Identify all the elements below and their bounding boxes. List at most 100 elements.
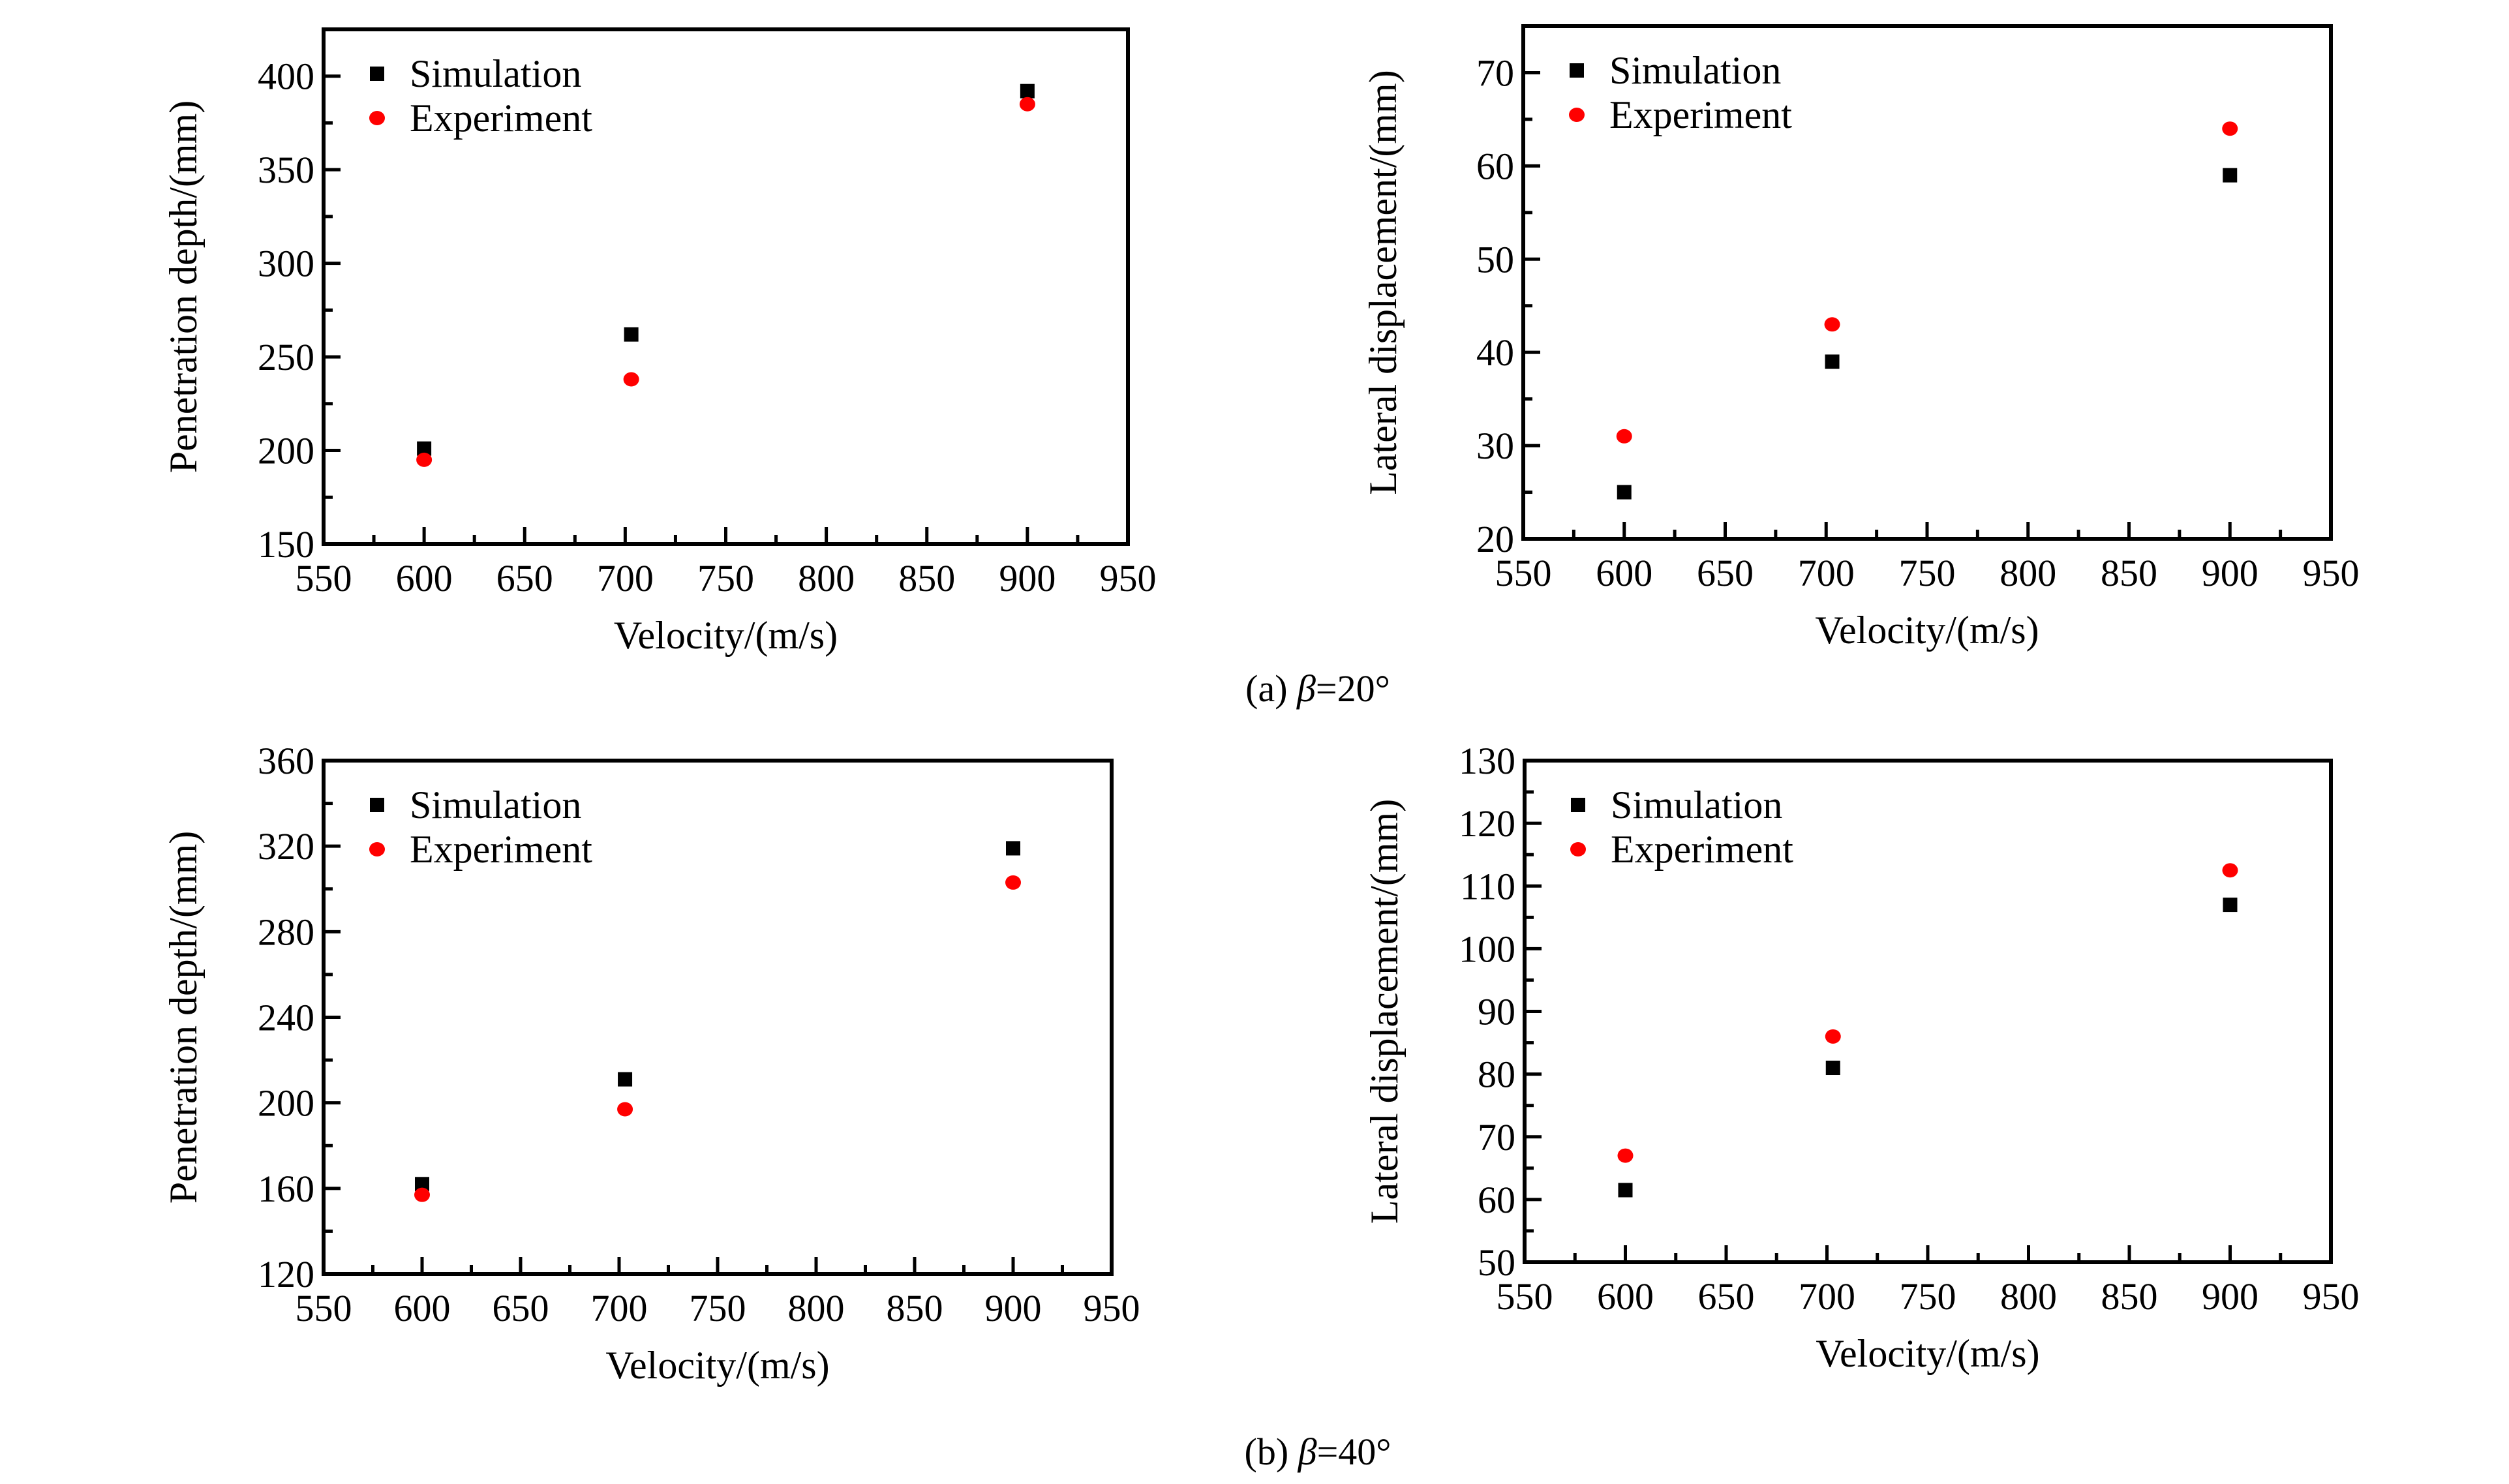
x-tick-label: 800 — [788, 1287, 845, 1329]
chart-a-left: 550 600 650 700 750 800 850 900 950 150 200 250 300 3… — [162, 27, 1157, 657]
x-axis-label: Velocity/(m/s) — [1815, 609, 2039, 652]
y-tick-label: 40 — [1476, 331, 1514, 374]
y-tick-label: 80 — [1478, 1053, 1515, 1096]
data-point-simulation — [1825, 1061, 1840, 1076]
y-tick-label: 120 — [258, 1253, 314, 1295]
legend-marker-experiment — [369, 842, 385, 856]
x-tick-label: 750 — [1899, 552, 1956, 594]
x-tick-label: 750 — [690, 1287, 746, 1329]
data-point-simulation — [618, 1072, 633, 1087]
data-point-experiment — [2222, 863, 2238, 878]
data-point-simulation — [1020, 83, 1035, 98]
x-tick-label: 750 — [697, 557, 754, 599]
data-point-simulation — [1618, 1183, 1633, 1198]
y-tick-label: 110 — [1460, 865, 1515, 907]
y-axis-label: Lateral displacement/(mm) — [1361, 70, 1405, 494]
y-tick-label: 280 — [258, 911, 314, 953]
y-axis-label: Lateral displacement/(mm) — [1363, 799, 1406, 1224]
x-tick-label: 850 — [2101, 552, 2157, 594]
x-tick-label: 700 — [1798, 552, 1855, 594]
data-point-simulation — [1825, 354, 1840, 369]
x-tick-label: 950 — [1100, 557, 1157, 599]
x-tick-label: 800 — [2000, 552, 2056, 594]
x-tick-label: 900 — [2202, 552, 2258, 594]
data-point-experiment — [414, 1187, 430, 1202]
y-tick-label: 20 — [1476, 518, 1514, 560]
x-axis-label: Velocity/(m/s) — [1816, 1332, 2039, 1375]
data-point-experiment — [617, 1102, 633, 1117]
x-tick-label: 950 — [1084, 1287, 1140, 1329]
y-tick-label: 250 — [258, 336, 314, 378]
caption-a: (a) β=20° — [1245, 667, 1390, 710]
data-point-experiment — [2222, 121, 2238, 136]
x-tick-label: 900 — [2202, 1275, 2258, 1318]
x-tick-label: 950 — [2303, 552, 2360, 594]
x-tick-label: 550 — [296, 557, 352, 599]
legend-marker-experiment — [1569, 108, 1585, 122]
x-tick-label: 650 — [496, 557, 553, 599]
data-point-experiment — [1824, 317, 1840, 332]
y-tick-label: 70 — [1476, 52, 1514, 94]
x-axis-label: Velocity/(m/s) — [605, 1344, 829, 1387]
data-point-simulation — [417, 441, 432, 456]
x-tick-label: 950 — [2303, 1275, 2360, 1318]
y-tick-label: 90 — [1478, 991, 1515, 1033]
y-tick-label: 130 — [1459, 740, 1515, 782]
x-tick-label: 600 — [1596, 552, 1652, 594]
y-tick-label: 100 — [1459, 928, 1515, 970]
x-tick-label: 850 — [887, 1287, 943, 1329]
legend-label: Experiment — [410, 97, 592, 140]
x-tick-label: 550 — [296, 1287, 352, 1329]
data-point-simulation — [2223, 898, 2238, 913]
data-point-experiment — [416, 452, 433, 467]
x-tick-label: 600 — [1597, 1275, 1654, 1318]
y-tick-label: 400 — [258, 55, 314, 98]
x-tick-label: 550 — [1495, 552, 1552, 594]
y-tick-label: 200 — [258, 1082, 314, 1125]
data-point-simulation — [1006, 841, 1020, 856]
legend-marker-experiment — [1570, 842, 1586, 856]
data-point-experiment — [1616, 429, 1632, 444]
x-tick-label: 650 — [1697, 552, 1754, 594]
legend-marker-simulation — [370, 798, 384, 812]
chart-a-right: 550 600 650 700 750 800 850 900 950 20 30 40 50 60 70 V… — [1361, 24, 2360, 652]
y-tick-label: 350 — [258, 149, 314, 191]
data-point-experiment — [1019, 97, 1035, 112]
y-tick-label: 240 — [258, 997, 314, 1039]
x-tick-label: 900 — [999, 557, 1056, 599]
legend-label: Simulation — [410, 783, 581, 826]
legend-label: Experiment — [1609, 93, 1792, 136]
x-tick-label: 600 — [396, 557, 453, 599]
data-point-simulation — [624, 327, 639, 342]
chart-b-left: 550 600 650 700 750 800 850 900 950 120 160 200 240 2… — [162, 740, 1140, 1387]
y-tick-label: 300 — [258, 243, 314, 285]
y-tick-label: 70 — [1478, 1116, 1515, 1158]
x-tick-label: 850 — [2101, 1275, 2158, 1318]
x-tick-label: 650 — [1698, 1275, 1755, 1318]
x-tick-label: 650 — [493, 1287, 549, 1329]
x-tick-label: 750 — [1900, 1275, 1956, 1318]
legend-label: Simulation — [410, 52, 581, 95]
data-point-experiment — [1617, 1148, 1634, 1163]
data-point-experiment — [1005, 875, 1021, 890]
legend-label: Experiment — [1611, 828, 1793, 871]
legend-marker-simulation — [1570, 63, 1584, 78]
x-tick-label: 800 — [2000, 1275, 2057, 1318]
y-tick-label: 160 — [258, 1168, 314, 1210]
caption-b: (b) β=40° — [1245, 1431, 1391, 1473]
y-tick-label: 50 — [1478, 1241, 1515, 1284]
x-tick-label: 700 — [1799, 1275, 1855, 1318]
y-tick-label: 30 — [1476, 425, 1514, 467]
y-tick-label: 360 — [258, 740, 314, 782]
x-axis-label: Velocity/(m/s) — [614, 614, 838, 657]
x-tick-label: 800 — [798, 557, 855, 599]
y-tick-label: 60 — [1478, 1179, 1515, 1221]
y-tick-label: 320 — [258, 825, 314, 868]
y-tick-label: 150 — [258, 523, 314, 566]
y-tick-label: 60 — [1476, 145, 1514, 187]
x-tick-label: 700 — [597, 557, 654, 599]
x-tick-label: 550 — [1497, 1275, 1553, 1318]
data-point-simulation — [2223, 168, 2238, 183]
data-point-simulation — [415, 1177, 429, 1192]
